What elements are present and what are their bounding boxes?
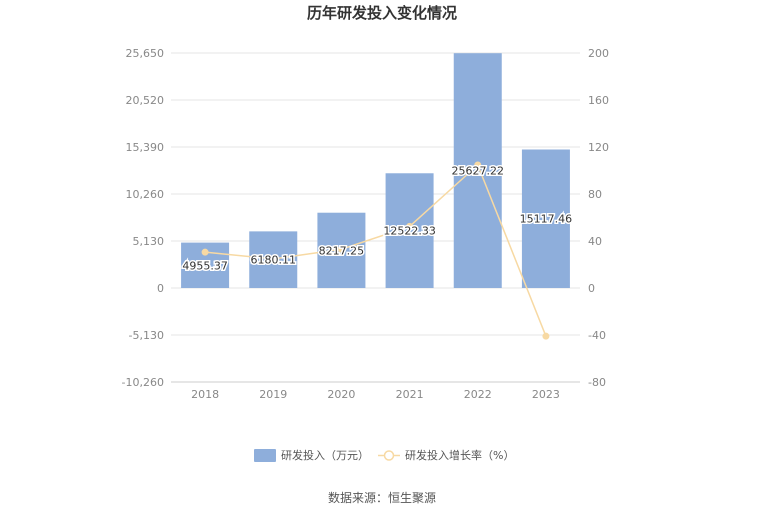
bar-value-label: 15117.46 <box>520 213 573 226</box>
x-tick-label: 2021 <box>396 388 424 401</box>
legend-line-marker <box>383 450 395 461</box>
growth-point-2018 <box>201 248 209 256</box>
bar-value-label: 8217.25 <box>319 244 365 257</box>
bar-2023 <box>521 149 570 288</box>
right-y-tick-label: -80 <box>588 376 606 389</box>
growth-line-series <box>201 161 550 340</box>
bar-value-label: 4955.37 <box>182 259 228 272</box>
bar-value-label: 6180.11 <box>251 254 297 267</box>
left-y-tick-label: 15,390 <box>126 141 165 154</box>
x-axis: 2018 2019 2020 2021 2022 2023 <box>171 381 580 401</box>
right-y-tick-label: 40 <box>588 235 602 248</box>
left-y-tick-label: 25,650 <box>126 47 165 60</box>
bar-value-label: 12522.33 <box>383 225 436 238</box>
legend-bar-label: 研发投入（万元） <box>281 448 369 462</box>
legend-line-label: 研发投入增长率（%） <box>405 448 514 462</box>
left-y-tick-label: 10,260 <box>126 188 165 201</box>
left-y-tick-label: 5,130 <box>133 235 165 248</box>
bar-2022 <box>453 53 502 288</box>
left-y-tick-label: 20,520 <box>126 94 165 107</box>
chart-title: 历年研发投入变化情况 <box>307 4 457 22</box>
bar-series <box>181 53 570 288</box>
data-labels: 4955.37 6180.11 8217.25 12522.33 25627.22 151… <box>181 163 574 274</box>
source-note: 数据来源：恒生聚源 <box>328 490 436 505</box>
growth-line <box>205 163 547 337</box>
x-tick-label: 2023 <box>532 388 560 401</box>
bar-value-label: 25627.22 <box>452 165 505 178</box>
legend: 研发投入（万元） 研发投入增长率（%） <box>254 448 514 462</box>
right-y-tick-label: 80 <box>588 188 602 201</box>
growth-point-2019 <box>269 255 277 263</box>
x-tick-label: 2022 <box>464 388 492 401</box>
left-y-tick-label: 0 <box>157 282 164 295</box>
growth-point-2023 <box>542 332 550 340</box>
legend-bar-swatch <box>254 449 276 462</box>
left-y-tick-label: -10,260 <box>122 376 164 389</box>
left-y-tick-label: -5,130 <box>129 329 164 342</box>
right-y-tick-label: -40 <box>588 329 606 342</box>
bar-2021 <box>385 173 434 288</box>
growth-point-2020 <box>337 245 345 253</box>
left-y-axis: 25,650 20,520 15,390 10,260 5,130 0 -5,130 -10,… <box>122 47 164 389</box>
growth-point-2022 <box>474 161 482 169</box>
right-y-tick-label: 0 <box>588 282 595 295</box>
right-y-tick-label: 200 <box>588 47 609 60</box>
right-y-tick-label: 160 <box>588 94 609 107</box>
x-tick-label: 2020 <box>327 388 355 401</box>
grid-lines <box>171 52 580 383</box>
right-y-tick-label: 120 <box>588 141 609 154</box>
x-tick-label: 2018 <box>191 388 219 401</box>
right-y-axis: 200 160 120 80 40 0 -40 -80 <box>588 47 609 389</box>
x-tick-label: 2019 <box>259 388 287 401</box>
growth-point-2021 <box>406 222 414 230</box>
